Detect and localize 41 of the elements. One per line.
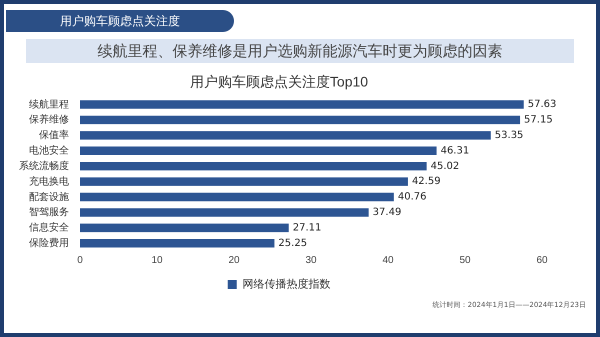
bar bbox=[80, 177, 408, 186]
bar bbox=[80, 162, 427, 170]
data-label: 42.59 bbox=[412, 176, 441, 188]
y-tick-label: 续航里程 bbox=[29, 98, 69, 110]
bar bbox=[80, 224, 289, 232]
bar bbox=[80, 116, 520, 124]
data-label: 40.76 bbox=[398, 192, 426, 203]
data-label: 57.63 bbox=[528, 99, 556, 110]
bar bbox=[80, 146, 437, 156]
legend-label: 网络传播热度指数 bbox=[242, 278, 330, 291]
x-tick-label: 30 bbox=[305, 254, 317, 266]
bar bbox=[80, 131, 491, 140]
y-tick-label: 充电换电 bbox=[29, 175, 69, 188]
y-tick-label: 保险费用 bbox=[29, 237, 69, 250]
y-tick-label: 保值率 bbox=[39, 129, 69, 142]
chart-subtitle: 续航里程、保养维修是用户选购新能源汽车时更为顾虑的因素 bbox=[26, 39, 574, 63]
x-tick-label: 0 bbox=[77, 254, 84, 266]
bar bbox=[80, 192, 394, 202]
x-tick-label: 20 bbox=[228, 254, 240, 266]
bar bbox=[80, 100, 524, 109]
chart-title: 用户购车顾虑点关注度Top10 bbox=[190, 73, 368, 90]
text: 用户购车顾虑点关注度 bbox=[6, 10, 234, 32]
data-label: 57.15 bbox=[524, 114, 553, 126]
y-tick-label: 保养维修 bbox=[29, 114, 69, 126]
data-label: 45.02 bbox=[430, 160, 460, 172]
data-label: 46.31 bbox=[440, 145, 470, 156]
bar bbox=[80, 208, 369, 217]
x-tick-label: 60 bbox=[536, 254, 548, 266]
x-tick-label: 50 bbox=[459, 254, 471, 266]
bar bbox=[80, 239, 274, 248]
y-tick-label: 配套设施 bbox=[29, 190, 69, 203]
y-tick-label: 系统流畅度 bbox=[19, 160, 69, 172]
y-tick-label: 电池安全 bbox=[29, 144, 69, 157]
x-tick-label: 40 bbox=[382, 254, 394, 266]
y-tick-label: 信息安全 bbox=[29, 222, 69, 234]
data-label: 25.25 bbox=[278, 238, 308, 249]
data-label: 53.35 bbox=[494, 130, 524, 141]
y-tick-label: 智驾服务 bbox=[29, 206, 69, 218]
data-label: 27.11 bbox=[292, 222, 322, 234]
x-tick-label: 10 bbox=[151, 254, 163, 266]
data-label: 37.49 bbox=[372, 207, 402, 218]
